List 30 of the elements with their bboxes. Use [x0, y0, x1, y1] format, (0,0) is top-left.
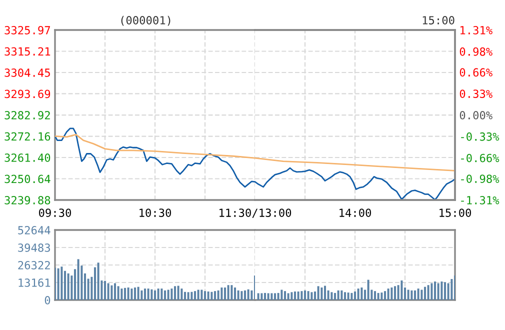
- x-tick-label: 10:30: [140, 208, 172, 217]
- text: 1.31%: [460, 26, 492, 34]
- y-tick-label: 3282.92: [4, 111, 50, 120]
- y-tick-label: 3325.97: [4, 26, 50, 34]
- y-tick-label: 0: [44, 296, 50, 304]
- y-tick-label: 3261.40: [4, 154, 50, 162]
- text: 15:00: [422, 16, 454, 24]
- y-tick-label: 39483: [18, 244, 50, 252]
- chart-title: (000001): [121, 16, 170, 26]
- text: -1.31%: [461, 196, 500, 204]
- y-tick-label: 3272.16: [4, 132, 50, 141]
- y-tick-label: 3315.21: [4, 47, 50, 56]
- y-tick-label: 52644: [18, 226, 50, 234]
- y-tick-label: 3293.69: [4, 90, 50, 98]
- text: 0.66%: [460, 68, 492, 77]
- text: -0.33%: [461, 132, 500, 141]
- text: 0.98%: [460, 47, 492, 56]
- text: 0.33%: [460, 90, 492, 98]
- x-tick-label: 14:00: [340, 208, 372, 217]
- x-tick-label: 09:30: [39, 208, 72, 217]
- y-tick-label: 26322: [18, 261, 50, 270]
- x-tick-label: 15:00: [440, 208, 472, 217]
- y-tick-label: 13161: [18, 278, 50, 287]
- y-tick-label: 3239.88: [4, 196, 50, 204]
- text: -0.66%: [461, 154, 500, 162]
- x-tick-label: 11:30/13:00: [220, 208, 292, 218]
- y-tick-label: 3250.64: [4, 174, 50, 184]
- text: 0.00%: [460, 111, 492, 120]
- y-tick-label: 3304.45: [4, 68, 50, 77]
- text: -0.98%: [461, 174, 500, 183]
